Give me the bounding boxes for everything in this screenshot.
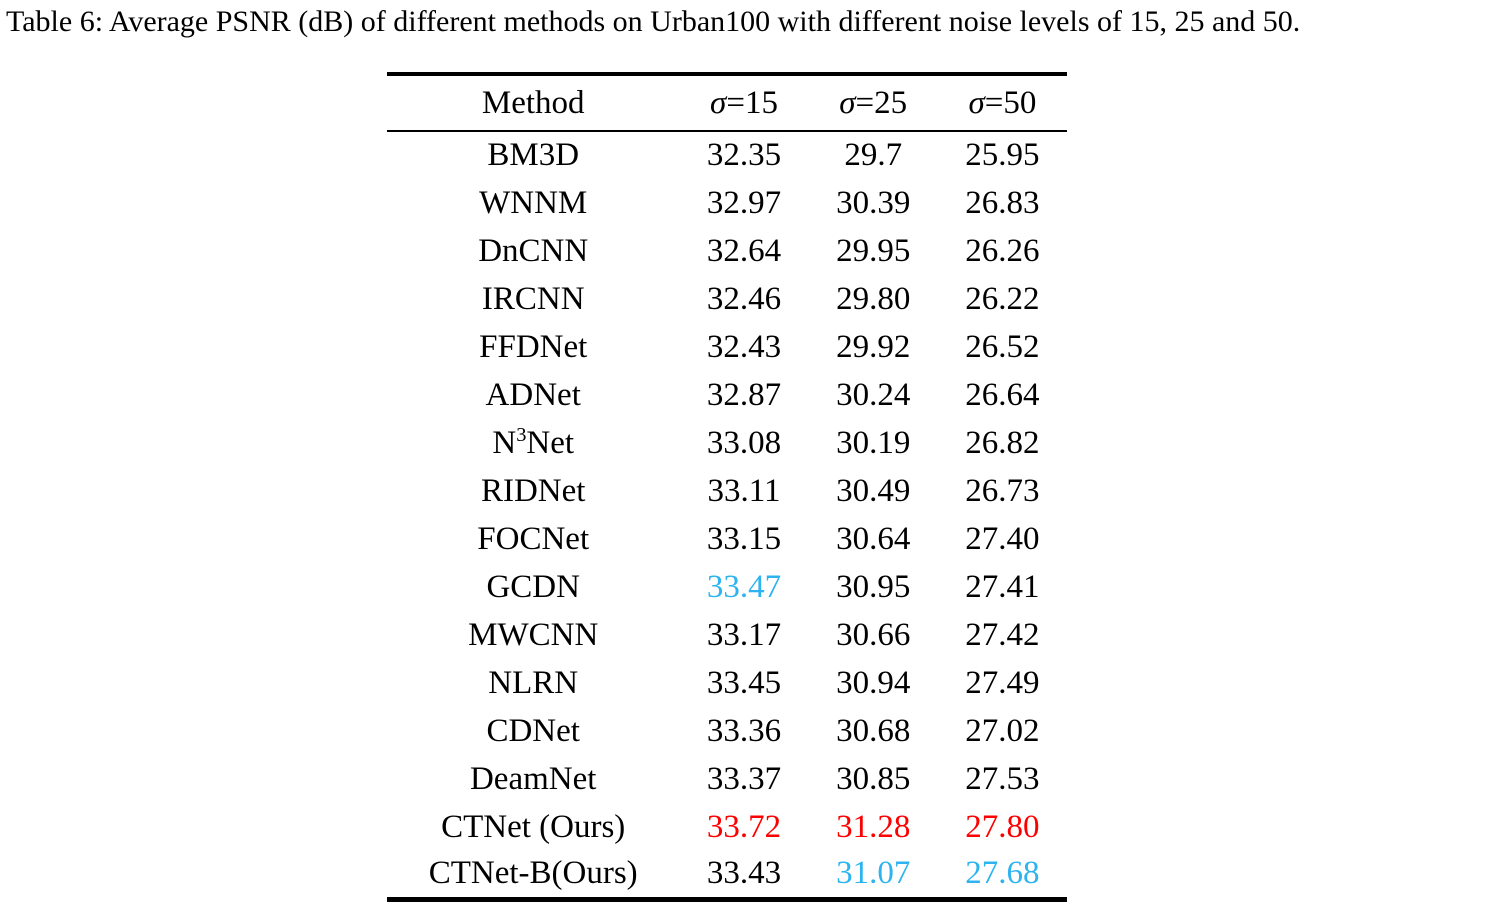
- method-cell: WNNM: [479, 184, 588, 221]
- psnr-value-cell: 26.22: [965, 280, 1040, 317]
- psnr-value-cell: 27.40: [965, 520, 1040, 557]
- method-cell: GCDN: [486, 568, 580, 605]
- psnr-value-cell: 30.49: [836, 472, 911, 509]
- psnr-value-cell: 27.42: [965, 616, 1040, 653]
- psnr-value-cell: 27.41: [965, 568, 1040, 605]
- psnr-value-cell: 31.07: [836, 855, 911, 892]
- psnr-value-cell: 26.52: [965, 328, 1040, 365]
- method-cell: IRCNN: [481, 280, 585, 317]
- psnr-value-cell: 30.66: [836, 616, 911, 653]
- psnr-value-cell: 30.95: [836, 568, 911, 605]
- method-cell: CTNet-B(Ours): [428, 855, 638, 892]
- method-cell: BM3D: [487, 137, 580, 173]
- psnr-value-cell: 32.97: [706, 184, 782, 221]
- table-row: NLRN 33.45 30.94 27.49: [387, 659, 1067, 707]
- psnr-value-cell: 30.64: [836, 520, 911, 557]
- psnr-value-cell: 33.37: [706, 760, 782, 797]
- table-row: N3Net 33.08 30.19 26.82: [387, 419, 1067, 467]
- psnr-value-cell: 27.80: [965, 808, 1040, 845]
- table-header: Method σ=15 σ=25 σ=50: [387, 74, 1067, 131]
- psnr-value-cell: 32.46: [706, 280, 782, 317]
- superscript: 3: [516, 424, 527, 447]
- method-cell: RIDNet: [480, 472, 586, 509]
- table-row: FFDNet 32.43 29.92 26.52: [387, 323, 1067, 371]
- table-row: CTNet-B(Ours) 33.43 31.07 27.68: [387, 851, 1067, 899]
- psnr-results-table: Method σ=15 σ=25 σ=50 BM3D 32.35 29.7 25.95…: [387, 72, 1067, 902]
- header-row: Method σ=15 σ=25 σ=50: [387, 74, 1067, 131]
- psnr-value-cell: 33.08: [706, 424, 782, 461]
- method-cell: MWCNN: [468, 616, 599, 653]
- method-cell: FFDNet: [479, 328, 588, 365]
- table-row: DeamNet 33.37 30.85 27.53: [387, 755, 1067, 803]
- psnr-value-cell: 29.7: [844, 137, 903, 173]
- table-row: IRCNN 32.46 29.80 26.22: [387, 275, 1067, 323]
- method-cell: ADNet: [485, 376, 581, 413]
- psnr-value-cell: 29.95: [836, 232, 911, 269]
- noise-level-value: =25: [855, 84, 908, 121]
- results-table-container: Method σ=15 σ=25 σ=50 BM3D 32.35 29.7 25.95…: [387, 72, 1067, 902]
- psnr-value-cell: 31.28: [836, 808, 911, 845]
- psnr-value-cell: 32.64: [706, 232, 782, 269]
- psnr-value-cell: 25.95: [965, 137, 1040, 173]
- psnr-value-cell: 30.94: [836, 664, 911, 701]
- psnr-value-cell: 29.80: [836, 280, 911, 317]
- psnr-value-cell: 33.36: [706, 712, 782, 749]
- psnr-value-cell: 27.68: [965, 855, 1040, 892]
- psnr-value-cell: 30.24: [836, 376, 911, 413]
- table-row: FOCNet 33.15 30.64 27.40: [387, 515, 1067, 563]
- method-cell: DnCNN: [478, 232, 589, 269]
- table-row: MWCNN 33.17 30.66 27.42: [387, 611, 1067, 659]
- table-row: CDNet 33.36 30.68 27.02: [387, 707, 1067, 755]
- psnr-value-cell: 30.68: [836, 712, 911, 749]
- psnr-value-cell: 26.83: [965, 184, 1040, 221]
- psnr-value-cell: 26.73: [965, 472, 1040, 509]
- psnr-value-cell: 33.11: [707, 472, 781, 509]
- psnr-value-cell: 33.47: [706, 568, 782, 605]
- table-row: WNNM 32.97 30.39 26.83: [387, 179, 1067, 227]
- psnr-value-cell: 33.15: [706, 520, 782, 557]
- psnr-value-cell: 30.19: [836, 424, 911, 461]
- noise-level-column-header: σ=15: [679, 74, 808, 131]
- psnr-value-cell: 27.02: [965, 712, 1040, 749]
- method-cell: N3Net: [492, 424, 575, 461]
- table-row: GCDN 33.47 30.95 27.41: [387, 563, 1067, 611]
- psnr-value-cell: 32.87: [706, 376, 782, 413]
- psnr-value-cell: 26.64: [965, 376, 1040, 413]
- psnr-value-cell: 27.53: [965, 760, 1040, 797]
- method-cell: DeamNet: [469, 760, 597, 797]
- psnr-value-cell: 33.45: [706, 664, 782, 701]
- psnr-value-cell: 33.43: [706, 855, 782, 892]
- table-caption: Table 6: Average PSNR (dB) of different …: [6, 5, 1301, 38]
- psnr-value-cell: 30.39: [836, 184, 911, 221]
- psnr-value-cell: 33.72: [706, 808, 782, 845]
- table-row: CTNet (Ours) 33.72 31.28 27.80: [387, 803, 1067, 851]
- method-cell: CDNet: [486, 712, 580, 749]
- psnr-value-cell: 32.35: [706, 137, 782, 173]
- table-row: ADNet 32.87 30.24 26.64: [387, 371, 1067, 419]
- noise-level-column-header: σ=50: [938, 74, 1067, 131]
- method-cell: CTNet (Ours): [441, 808, 626, 845]
- table-row: DnCNN 32.64 29.95 26.26: [387, 227, 1067, 275]
- method-cell: FOCNet: [477, 520, 590, 557]
- sigma-symbol: σ: [710, 84, 727, 121]
- table-row: BM3D 32.35 29.7 25.95: [387, 131, 1067, 179]
- noise-level-column-header: σ=25: [809, 74, 938, 131]
- psnr-value-cell: 32.43: [706, 328, 782, 365]
- sigma-symbol: σ: [839, 84, 856, 121]
- method-column-header: Method: [481, 84, 585, 121]
- psnr-value-cell: 30.85: [836, 760, 911, 797]
- table-row: RIDNet 33.11 30.49 26.73: [387, 467, 1067, 515]
- psnr-value-cell: 26.26: [965, 232, 1040, 269]
- table-body: BM3D 32.35 29.7 25.95 WNNM 32.97 30.39 26.83 DnC…: [387, 131, 1067, 899]
- noise-level-value: =50: [984, 84, 1037, 121]
- psnr-value-cell: 29.92: [836, 328, 911, 365]
- method-cell: NLRN: [488, 664, 579, 701]
- psnr-value-cell: 33.17: [706, 616, 782, 653]
- psnr-value-cell: 27.49: [965, 664, 1040, 701]
- noise-level-value: =15: [726, 84, 778, 121]
- psnr-value-cell: 26.82: [965, 424, 1040, 461]
- sigma-symbol: σ: [968, 84, 985, 121]
